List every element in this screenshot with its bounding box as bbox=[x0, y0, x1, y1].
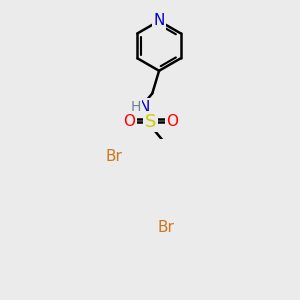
Text: N: N bbox=[139, 100, 150, 115]
Text: H: H bbox=[130, 100, 141, 114]
Text: Br: Br bbox=[105, 148, 122, 164]
Text: O: O bbox=[166, 114, 178, 129]
Text: O: O bbox=[124, 114, 136, 129]
Text: Br: Br bbox=[158, 220, 174, 235]
Text: N: N bbox=[153, 14, 165, 28]
Text: S: S bbox=[145, 112, 157, 130]
